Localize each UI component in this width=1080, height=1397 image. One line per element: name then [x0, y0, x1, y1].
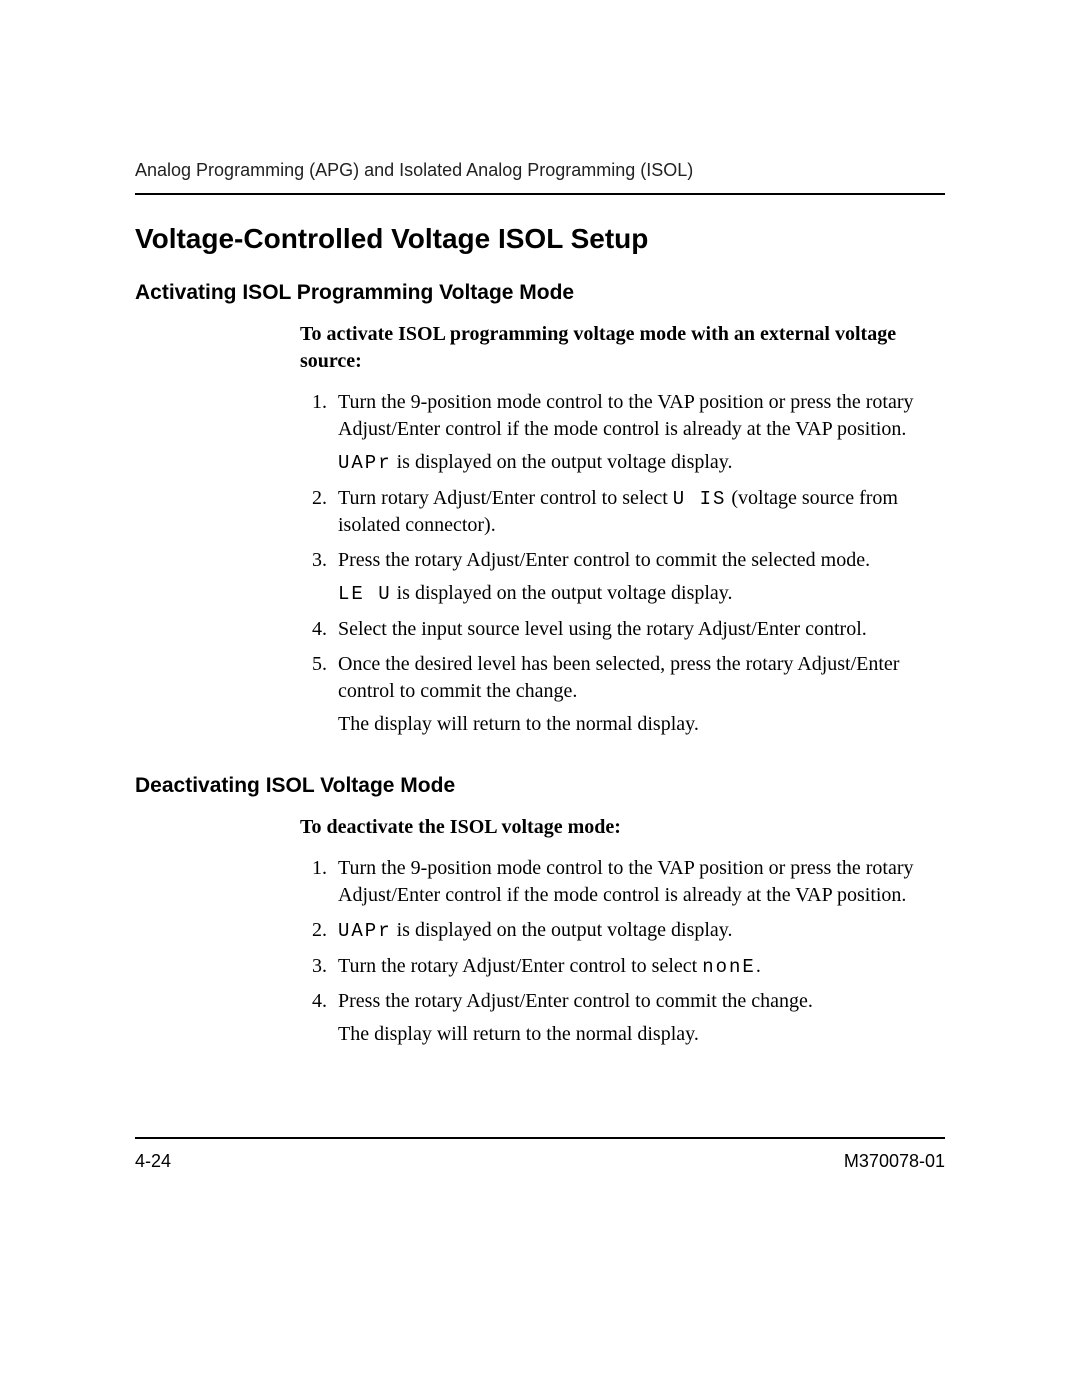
step-4: Select the input source level using the … [332, 616, 945, 643]
deactivating-lead: To deactivate the ISOL voltage mode: [300, 814, 945, 841]
segment-display-text: UAPr [338, 452, 392, 474]
spacer [135, 746, 945, 774]
deactivating-steps: Turn the 9-position mode control to the … [300, 855, 945, 1048]
step-4-text: Select the input source level using the … [338, 618, 867, 640]
document-number: M370078-01 [844, 1151, 945, 1172]
step-1-text: Turn the 9-position mode control to the … [338, 391, 914, 440]
step-3-note-post: is displayed on the output voltage displ… [392, 582, 733, 604]
segment-display-text: UAPr [338, 920, 392, 942]
step-2: Turn rotary Adjust/Enter control to sele… [332, 485, 945, 540]
activating-lead: To activate ISOL programming voltage mod… [300, 321, 945, 375]
d-step-4-text: Press the rotary Adjust/Enter control to… [338, 990, 813, 1012]
segment-display-text: nonE [702, 956, 756, 978]
step-3: Press the rotary Adjust/Enter control to… [332, 547, 945, 608]
page-footer: 4-24 M370078-01 [135, 1137, 945, 1172]
running-head: Analog Programming (APG) and Isolated An… [135, 160, 945, 195]
step-2-pre: Turn rotary Adjust/Enter control to sele… [338, 487, 673, 509]
subsection-deactivating-title: Deactivating ISOL Voltage Mode [135, 774, 945, 798]
section-title: Voltage-Controlled Voltage ISOL Setup [135, 223, 945, 255]
step-3-note: LE U is displayed on the output voltage … [338, 580, 945, 608]
step-1-note: UAPr is displayed on the output voltage … [338, 449, 945, 477]
page-number: 4-24 [135, 1151, 171, 1172]
d-step-3-post: . [756, 955, 761, 977]
d-step-2: UAPr is displayed on the output voltage … [332, 917, 945, 945]
page: Analog Programming (APG) and Isolated An… [0, 0, 1080, 1397]
d-step-2-post: is displayed on the output voltage displ… [392, 919, 733, 941]
segment-display-text: U IS [673, 488, 727, 510]
d-step-3-pre: Turn the rotary Adjust/Enter control to … [338, 955, 702, 977]
segment-display-text: LE U [338, 583, 392, 605]
activating-steps: Turn the 9-position mode control to the … [300, 389, 945, 738]
step-1-note-post: is displayed on the output voltage displ… [392, 451, 733, 473]
d-step-3: Turn the rotary Adjust/Enter control to … [332, 953, 945, 981]
step-3-text: Press the rotary Adjust/Enter control to… [338, 549, 870, 571]
subsection-activating-title: Activating ISOL Programming Voltage Mode [135, 281, 945, 305]
step-5-note: The display will return to the normal di… [338, 711, 945, 738]
step-1: Turn the 9-position mode control to the … [332, 389, 945, 477]
step-5-text: Once the desired level has been selected… [338, 653, 899, 702]
subsection-deactivating-body: To deactivate the ISOL voltage mode: Tur… [300, 814, 945, 1048]
d-step-4-note: The display will return to the normal di… [338, 1021, 945, 1048]
d-step-1: Turn the 9-position mode control to the … [332, 855, 945, 909]
subsection-activating-body: To activate ISOL programming voltage mod… [300, 321, 945, 738]
d-step-4: Press the rotary Adjust/Enter control to… [332, 988, 945, 1048]
d-step-1-text: Turn the 9-position mode control to the … [338, 857, 914, 906]
step-5: Once the desired level has been selected… [332, 651, 945, 738]
